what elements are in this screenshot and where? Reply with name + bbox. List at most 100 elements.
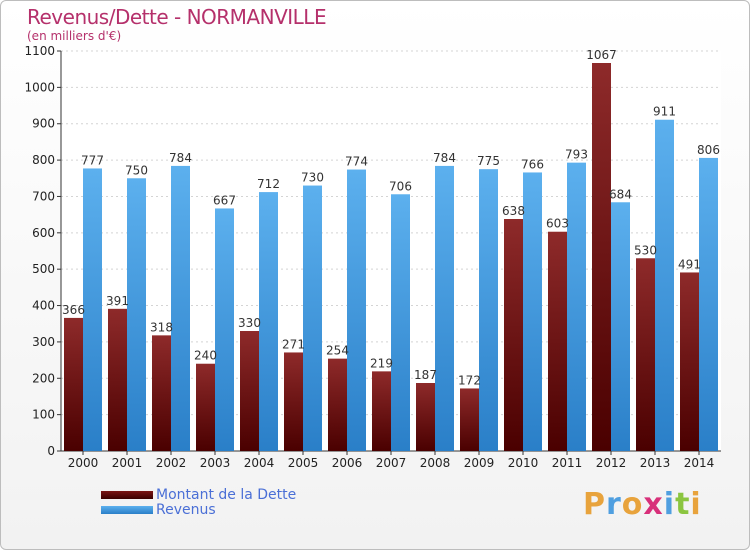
data-label-revenus: 793 [565, 148, 588, 162]
data-label-revenus: 706 [389, 179, 412, 193]
bar-dette [284, 352, 303, 451]
data-label-revenus: 750 [125, 163, 148, 177]
x-tick-label: 2002 [156, 456, 187, 470]
logo-letter: r [606, 487, 622, 522]
y-tick-label: 300 [32, 335, 55, 349]
x-tick-label: 2008 [420, 456, 451, 470]
y-tick-label: 600 [32, 226, 55, 240]
data-label-dette: 366 [62, 303, 85, 317]
y-tick-label: 1100 [24, 44, 55, 58]
legend-item-revenus: Revenus [101, 502, 216, 518]
data-label-dette: 391 [106, 294, 129, 308]
bar-revenus [83, 168, 102, 452]
y-tick-label: 400 [32, 299, 55, 313]
legend-label-debt: Montant de la Dette [156, 487, 297, 503]
y-tick-label: 100 [32, 408, 55, 422]
x-tick-label: 2006 [332, 456, 363, 470]
bar-revenus [523, 172, 542, 452]
legend-swatch-debt [101, 491, 153, 499]
data-label-revenus: 911 [653, 105, 676, 119]
bar-dette [64, 317, 83, 451]
data-label-revenus: 777 [81, 153, 104, 167]
bar-revenus [347, 169, 366, 451]
data-label-dette: 603 [546, 217, 569, 231]
data-label-dette: 638 [502, 204, 525, 218]
bar-revenus [391, 194, 410, 452]
x-tick-label: 2007 [376, 456, 407, 470]
x-tick-label: 2005 [288, 456, 319, 470]
data-label-revenus: 667 [213, 193, 236, 207]
bar-revenus [171, 165, 190, 451]
bar-dette [416, 383, 435, 451]
data-label-dette: 187 [414, 368, 437, 382]
data-label-revenus: 775 [477, 154, 500, 168]
data-label-revenus: 774 [345, 155, 368, 169]
x-tick-label: 2012 [596, 456, 627, 470]
bar-dette [592, 63, 611, 451]
data-label-dette: 530 [634, 243, 657, 257]
bar-revenus [567, 162, 586, 452]
data-label-dette: 271 [282, 337, 305, 351]
bar-revenus [611, 202, 630, 451]
x-tick-label: 2004 [244, 456, 275, 470]
data-label-dette: 330 [238, 316, 261, 330]
y-tick-label: 0 [47, 444, 55, 458]
data-label-revenus: 766 [521, 157, 544, 171]
chart-title: Revenus/Dette - NORMANVILLE [27, 5, 327, 29]
proxiti-logo: Proxiti [583, 487, 702, 522]
bar-dette [460, 388, 479, 451]
y-tick-label: 1000 [24, 80, 55, 94]
y-tick-label: 500 [32, 262, 55, 276]
data-label-revenus: 730 [301, 171, 324, 185]
logo-letter: i [663, 487, 676, 522]
x-tick-label: 2000 [68, 456, 99, 470]
data-label-dette: 240 [194, 349, 217, 363]
bar-dette [240, 331, 259, 451]
bar-dette [548, 231, 567, 451]
bar-revenus [479, 169, 498, 451]
legend-label-revenus: Revenus [156, 502, 216, 518]
data-label-dette: 318 [150, 320, 173, 334]
bar-dette [636, 258, 655, 451]
logo-letter: o [621, 487, 644, 522]
data-label-dette: 172 [458, 373, 481, 387]
logo-letter: x [643, 487, 664, 522]
bar-revenus [435, 165, 454, 451]
bar-dette [680, 272, 699, 451]
logo-letter: i [690, 487, 702, 522]
x-tick-label: 2003 [200, 456, 231, 470]
bar-dette [328, 358, 347, 451]
labels-layer: 366 777 391 750 318 784 240 667 330 712 271 730 254 7… [62, 48, 720, 387]
axis-layer: 0 100 200 300 400 500 600 700 800 900 1000 1100 2000… [24, 44, 721, 470]
x-tick-label: 2001 [112, 456, 143, 470]
data-label-revenus: 806 [697, 143, 720, 157]
legend-item-debt: Montant de la Dette [101, 487, 296, 503]
bar-dette [108, 308, 127, 451]
chart-subtitle: (en milliers d'€) [27, 29, 122, 43]
bar-revenus [259, 192, 278, 451]
logo-letter: P [583, 487, 606, 522]
x-tick-label: 2011 [552, 456, 583, 470]
bar-revenus [699, 157, 718, 451]
data-label-revenus: 712 [257, 177, 280, 191]
x-tick-label: 2009 [464, 456, 495, 470]
data-label-revenus: 784 [433, 151, 456, 165]
data-label-revenus: 784 [169, 151, 192, 165]
data-label-dette: 1067 [586, 48, 617, 62]
data-label-dette: 219 [370, 356, 393, 370]
data-label-revenus: 684 [609, 187, 632, 201]
y-tick-label: 200 [32, 371, 55, 385]
legend-swatch-revenus [101, 506, 153, 514]
x-tick-label: 2010 [508, 456, 539, 470]
bar-revenus [215, 208, 234, 451]
data-label-dette: 491 [678, 257, 701, 271]
bar-revenus [303, 185, 322, 451]
x-tick-label: 2014 [684, 456, 715, 470]
bar-dette [504, 219, 523, 451]
y-tick-label: 900 [32, 117, 55, 131]
bar-dette [372, 371, 391, 451]
data-label-dette: 254 [326, 344, 349, 358]
bar-revenus [127, 178, 146, 452]
